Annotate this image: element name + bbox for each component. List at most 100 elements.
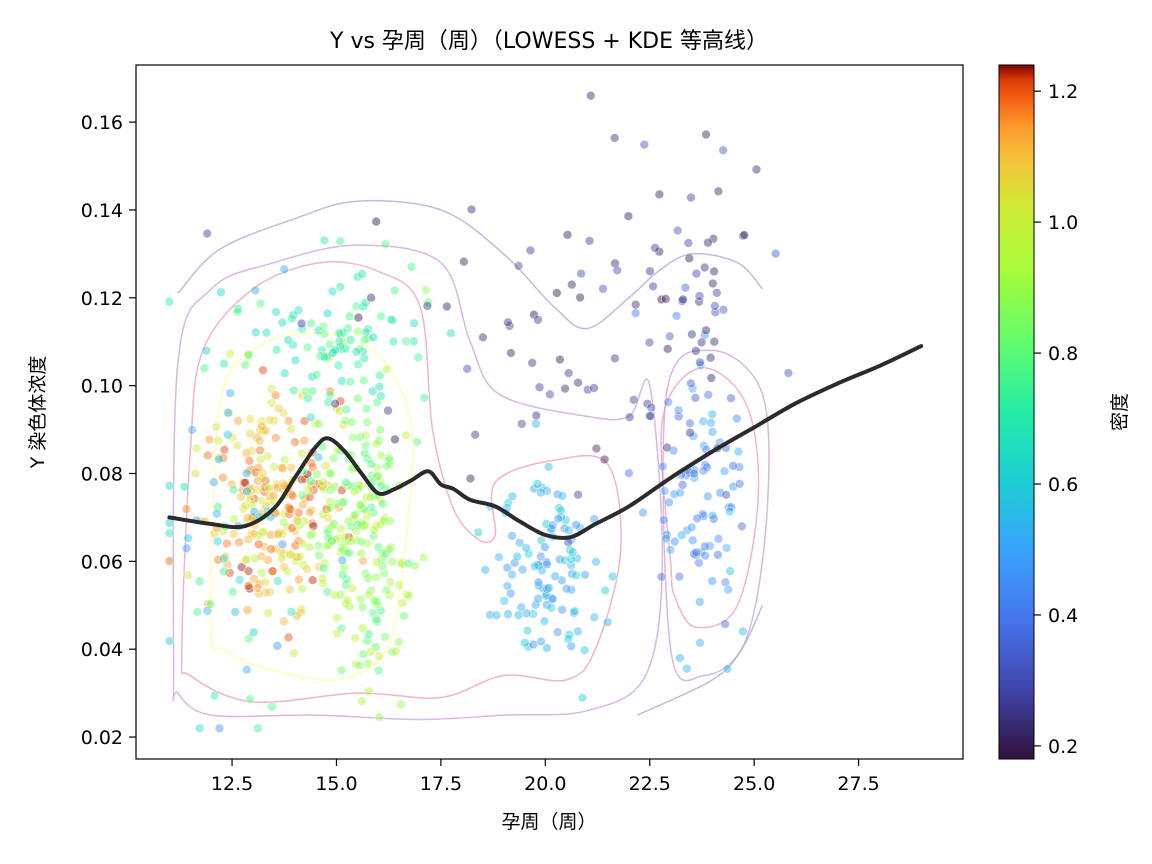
scatter-point-847 — [645, 266, 655, 276]
scatter-point-557 — [569, 608, 579, 618]
scatter-point-308 — [361, 404, 372, 414]
scatter-point-329 — [350, 509, 361, 519]
y-axis-ticks: 0.02 0.04 0.06 0.08 0.10 0.12 0.14 0.16 — [81, 112, 136, 749]
scatter-point-163 — [274, 403, 284, 414]
scatter-point-777 — [214, 454, 224, 464]
scatter-point-250 — [379, 568, 389, 579]
scatter-point-306 — [376, 450, 386, 461]
scatter-point-417 — [306, 476, 316, 486]
scatter-point-126 — [241, 555, 251, 565]
colorbar-tick-label-5: 1.2 — [1048, 81, 1078, 103]
scatter-point-249 — [368, 508, 378, 518]
scatter-point-656 — [719, 466, 730, 476]
scatter-point-237 — [240, 500, 251, 511]
scatter-point-238 — [283, 632, 294, 643]
scatter-point-830 — [527, 358, 537, 368]
scatter-point-175 — [310, 418, 321, 429]
scatter-point-866 — [701, 325, 711, 335]
scatter-point-54 — [338, 420, 348, 430]
scatter-point-564 — [546, 524, 557, 534]
scatter-point-490 — [327, 286, 338, 297]
scatter-point-825 — [330, 399, 340, 409]
scatter-point-247 — [381, 461, 392, 471]
scatter-point-780 — [232, 307, 243, 317]
scatter-point-468 — [317, 345, 327, 355]
scatter-point-287 — [355, 594, 366, 604]
scatter-point-382 — [319, 563, 329, 573]
scatter-point-622 — [566, 554, 576, 564]
scatter-point-221 — [302, 564, 312, 574]
scatter-point-642 — [698, 416, 708, 427]
scatter-point-598 — [547, 593, 558, 604]
scatter-point-321 — [385, 577, 395, 587]
scatter-point-738 — [195, 723, 205, 733]
scatter-point-313 — [320, 558, 330, 568]
scatter-point-776 — [253, 723, 263, 733]
scatter-point-488 — [361, 327, 371, 338]
scatter-point-415 — [332, 628, 342, 639]
colorbar-ticks: 0.2 0.4 0.6 0.8 1.0 1.2 — [1034, 81, 1078, 758]
colorbar — [998, 64, 1035, 760]
scatter-point-251 — [292, 516, 303, 527]
scatter-point-710 — [738, 626, 748, 636]
scatter-point-52 — [191, 443, 202, 453]
scatter-point-425 — [349, 511, 359, 521]
scatter-point-150 — [254, 589, 264, 599]
scatter-point-841 — [573, 377, 583, 388]
scatter-point-165 — [279, 562, 289, 572]
scatter-point-846 — [589, 383, 599, 393]
scatter-point-759 — [210, 690, 220, 701]
scatter-point-424 — [365, 647, 376, 657]
scatter-point-787 — [164, 481, 175, 491]
scatter-point-746 — [216, 287, 226, 297]
scatter-point-722 — [724, 506, 735, 517]
scatter-point-48 — [299, 435, 309, 446]
scatter-point-606 — [531, 600, 541, 610]
scatter-point-37 — [282, 522, 293, 532]
scatter-point-412 — [384, 453, 394, 464]
scatter-point-438 — [312, 469, 322, 479]
scatter-point-718 — [692, 513, 702, 524]
kde-contour-2-0 — [172, 244, 664, 721]
scatter-point-879 — [709, 266, 719, 277]
scatter-point-116 — [286, 462, 296, 473]
scatter-point-404 — [342, 548, 353, 558]
scatter-point-491 — [409, 318, 419, 328]
scatter-point-104 — [297, 448, 307, 459]
scatter-point-689 — [669, 536, 680, 547]
scatter-point-870 — [685, 428, 695, 438]
scatter-point-591 — [556, 505, 566, 516]
scatter-point-26 — [241, 448, 252, 458]
scatter-point-397 — [362, 453, 373, 464]
scatter-point-458 — [388, 315, 398, 325]
scatter-point-726 — [658, 515, 669, 525]
scatter-point-547 — [557, 575, 567, 585]
scatter-point-279 — [341, 477, 351, 488]
scatter-point-814 — [296, 318, 307, 329]
scatter-point-464 — [359, 353, 369, 364]
scatter-point-560 — [542, 643, 552, 653]
chart-title: Y vs 孕周（周）（LOWESS + KDE 等高线） — [329, 29, 768, 54]
scatter-point-779 — [313, 452, 324, 462]
scatter-point-500 — [306, 318, 316, 329]
scatter-point-526 — [345, 377, 355, 387]
scatter-point-633 — [491, 610, 502, 620]
scatter-point-269 — [350, 633, 360, 643]
scatter-point-625 — [567, 547, 578, 557]
scatter-point-194 — [258, 473, 268, 484]
scatter-point-227 — [266, 544, 276, 554]
scatter-point-450 — [423, 297, 433, 308]
scatter-point-378 — [342, 595, 353, 605]
scatter-point-623 — [600, 585, 610, 596]
scatter-point-732 — [337, 555, 347, 565]
scatter-point-466 — [307, 386, 318, 396]
scatter-point-342 — [381, 364, 392, 375]
scatter-point-406 — [336, 665, 347, 676]
scatter-point-101 — [296, 604, 306, 614]
scatter-point-616 — [533, 577, 544, 588]
scatter-point-93 — [232, 440, 243, 451]
scatter-point-691 — [638, 507, 648, 518]
scatter-point-837 — [552, 288, 562, 298]
scatter-point-617 — [521, 543, 531, 553]
scatter-point-772 — [223, 408, 233, 418]
